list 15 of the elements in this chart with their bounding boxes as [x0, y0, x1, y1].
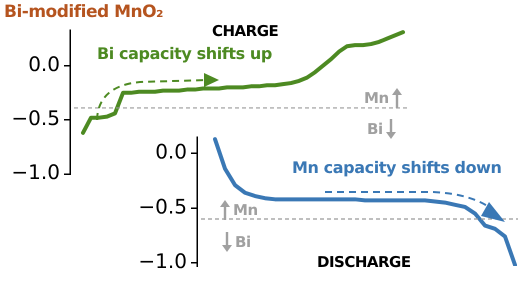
y-tick-label: 0.0	[28, 52, 60, 76]
y-tick-label: 0.0	[155, 140, 187, 164]
annotation: Bi	[235, 233, 251, 251]
chart-title: Bi-modified MnO₂	[4, 2, 163, 22]
chart-subtitle: CHARGE	[212, 22, 278, 40]
annotation: Mn capacity shifts down	[292, 158, 502, 177]
annotation: Mn	[233, 201, 258, 219]
y-tick-label: −1.0	[11, 160, 60, 184]
y-tick-label: −0.5	[11, 106, 60, 130]
annotation: Bi	[367, 120, 383, 138]
y-tick-label: −0.5	[138, 194, 187, 218]
annotation: Mn	[364, 89, 389, 107]
y-tick-label: −1.0	[138, 248, 187, 273]
text: DISCHARGE	[317, 253, 411, 271]
annotation: Bi capacity shifts up	[97, 44, 272, 63]
